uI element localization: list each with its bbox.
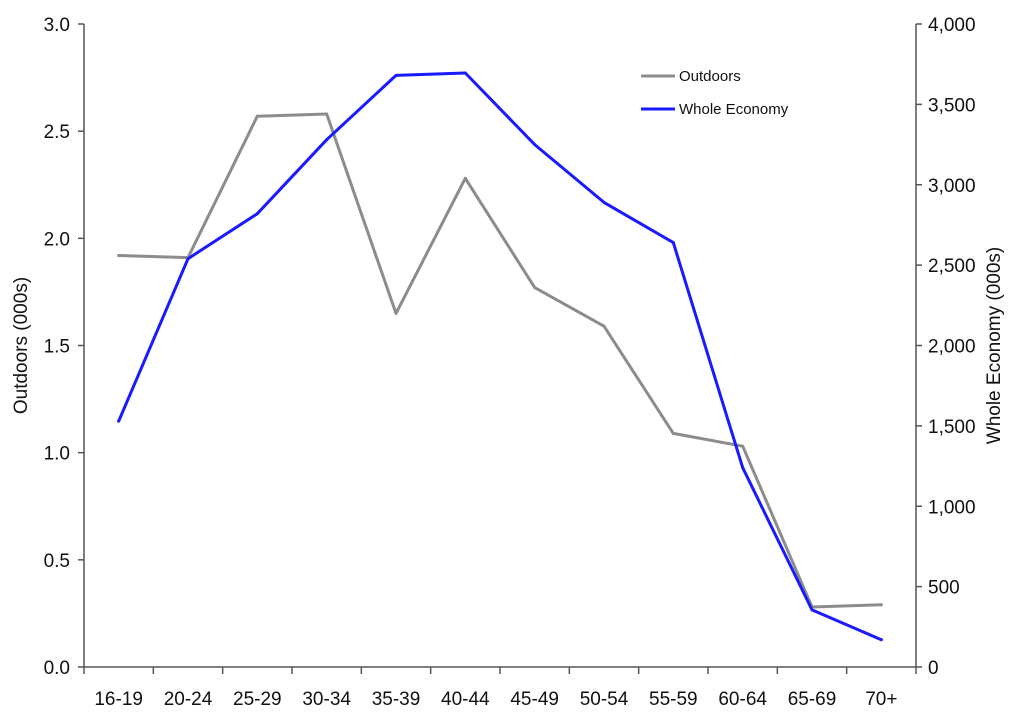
data-point-whole-economy	[533, 143, 537, 147]
legend-label-outdoors: Outdoors	[679, 68, 741, 85]
x-tick-label: 20-24	[164, 689, 213, 710]
left-y-tick-label: 3.0	[44, 15, 70, 36]
left-y-tick-label: 2.0	[44, 229, 70, 250]
x-tick-label: 30-34	[302, 689, 351, 710]
x-tick-label: 16-19	[94, 689, 143, 710]
data-point-outdoors	[602, 324, 606, 328]
data-point-outdoors	[671, 431, 675, 435]
right-y-tick-label: 1,500	[928, 417, 976, 438]
x-tick-label: 55-59	[649, 689, 698, 710]
right-y-axis-title: Whole Economy (000s)	[984, 247, 1005, 444]
right-y-tick-label: 2,000	[928, 337, 976, 358]
right-y-tick-label: 0	[928, 658, 939, 679]
left-y-tick-label: 2.5	[44, 122, 70, 143]
data-point-whole-economy	[186, 257, 190, 261]
x-tick-label: 60-64	[718, 689, 767, 710]
axes	[78, 23, 922, 674]
x-tick-label: 70+	[865, 689, 897, 710]
data-point-whole-economy	[671, 241, 675, 245]
data-point-whole-economy	[741, 466, 745, 470]
x-tick-label: 65-69	[788, 689, 837, 710]
left-y-tick-label: 1.0	[44, 444, 70, 465]
data-point-outdoors	[394, 311, 398, 315]
data-point-whole-economy	[325, 138, 329, 142]
x-tick-label: 25-29	[233, 689, 282, 710]
data-point-outdoors	[255, 114, 259, 118]
legend: Outdoors Whole Economy	[641, 68, 789, 118]
right-y-tick-label: 4,000	[928, 15, 976, 36]
x-tick-label: 50-54	[580, 689, 629, 710]
series-line-outdoors	[117, 112, 883, 609]
data-point-outdoors	[879, 603, 883, 607]
right-y-tick-label: 3,500	[928, 95, 976, 116]
left-y-tick-label: 0.0	[44, 658, 70, 679]
data-point-outdoors	[117, 253, 121, 257]
data-point-whole-economy	[394, 73, 398, 77]
data-point-whole-economy	[810, 608, 814, 612]
data-point-whole-economy	[463, 71, 467, 75]
data-point-whole-economy	[117, 419, 121, 423]
data-point-outdoors	[463, 176, 467, 180]
x-tick-label: 35-39	[372, 689, 421, 710]
data-point-whole-economy	[879, 638, 883, 642]
left-y-tick-label: 1.5	[44, 337, 70, 358]
data-point-outdoors	[741, 444, 745, 448]
legend-label-whole-economy: Whole Economy	[679, 101, 789, 118]
data-point-whole-economy	[602, 200, 606, 204]
data-point-outdoors	[325, 112, 329, 116]
axis-labels: 0.0 0.5 1.0 1.5 2.0 2.5 3.0 0 500 1,000 1,500 2,000…	[11, 15, 1005, 710]
left-y-tick-label: 0.5	[44, 551, 70, 572]
right-y-tick-label: 2,500	[928, 256, 976, 277]
series-lines	[117, 71, 883, 642]
data-point-whole-economy	[255, 212, 259, 216]
x-tick-label: 45-49	[510, 689, 559, 710]
right-y-tick-label: 3,000	[928, 176, 976, 197]
left-y-axis-title: Outdoors (000s)	[11, 277, 32, 414]
right-y-tick-label: 1,000	[928, 497, 976, 518]
series-line-whole-economy	[117, 71, 883, 642]
x-tick-label: 40-44	[441, 689, 490, 710]
data-point-outdoors	[533, 286, 537, 290]
right-y-tick-label: 500	[928, 578, 960, 599]
